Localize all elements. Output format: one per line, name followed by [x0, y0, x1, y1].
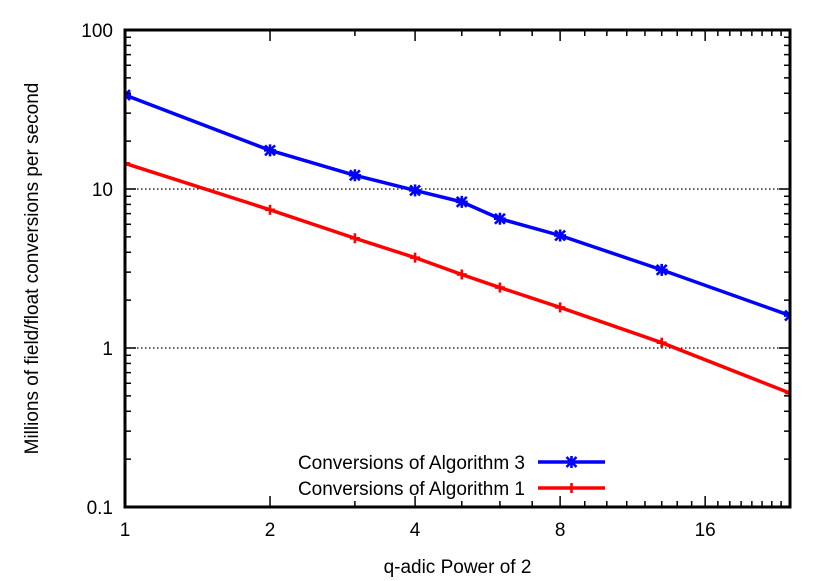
y-tick-labels: 0.1 1 10 100: [81, 21, 113, 519]
series-1: [125, 89, 790, 322]
y-tick-label: 1: [102, 339, 113, 360]
legend-label: Conversions of Algorithm 1: [298, 479, 525, 500]
data-point: [125, 158, 130, 169]
y-tick-label: 10: [92, 180, 113, 201]
legend-marker: [566, 483, 577, 493]
grid-lines: [125, 188, 790, 349]
data-point: [125, 89, 131, 102]
y-axis-title: Millions of field/float conversions per …: [22, 83, 43, 455]
x-tick-label: 8: [555, 520, 566, 541]
series-2: [125, 158, 790, 399]
x-tick-label: 16: [695, 520, 716, 541]
data-point: [494, 282, 505, 293]
x-axis-title: q-adic Power of 2: [384, 557, 532, 578]
data-point: [493, 212, 506, 225]
data-point: [655, 263, 668, 276]
data-point: [656, 337, 667, 348]
data-point: [349, 233, 360, 244]
legend-label: Conversions of Algorithm 3: [298, 453, 525, 474]
data-point: [456, 269, 467, 280]
data-point: [785, 388, 790, 399]
data-point: [410, 252, 421, 263]
x-tick-label: 2: [265, 520, 276, 541]
x-tick-labels: 1 2 4 8 16: [120, 520, 716, 541]
data-point: [409, 184, 422, 197]
data-point: [455, 195, 468, 208]
x-tick-label: 1: [120, 520, 131, 541]
series-layer: [125, 89, 790, 399]
data-point: [265, 204, 276, 215]
data-point: [555, 302, 566, 313]
data-point: [348, 169, 361, 182]
x-tick-label: 4: [410, 520, 421, 541]
legend-marker: [565, 456, 578, 468]
y-tick-label: 0.1: [87, 498, 113, 519]
legend: Conversions of Algorithm 3 Conversions of…: [298, 453, 605, 500]
data-point: [554, 229, 567, 242]
data-point: [784, 309, 790, 322]
legend-item: Conversions of Algorithm 1: [298, 479, 605, 500]
legend-item: Conversions of Algorithm 3: [298, 453, 605, 474]
axis-ticks: [124, 30, 791, 508]
data-point: [264, 144, 277, 157]
y-tick-label: 100: [81, 21, 113, 42]
plot-frame: [123, 28, 792, 509]
